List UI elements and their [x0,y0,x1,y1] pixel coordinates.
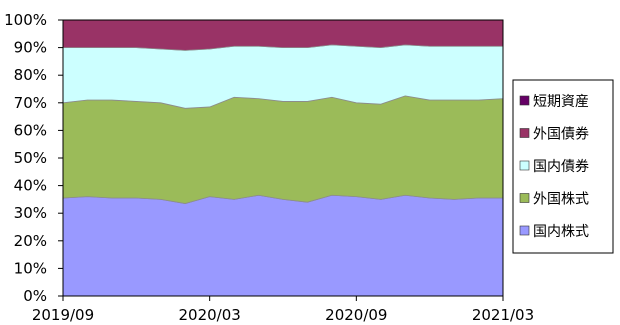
y-tick-label: 90% [14,39,47,57]
area-series-3 [62,19,504,51]
legend-swatch [519,193,530,203]
legend-swatch [519,160,530,171]
y-tick-label: 70% [14,94,47,112]
y-tick-label: 80% [14,66,47,84]
legend-label: 国内株式 [533,224,589,240]
area-series-0 [62,194,504,297]
y-tick-label: 40% [14,177,47,195]
y-tick-label: 60% [14,121,47,139]
y-tick-label: 10% [14,259,47,277]
y-tick-label: 20% [14,232,47,250]
legend-label: 外国債券 [533,127,589,143]
legend-swatch [519,128,530,138]
legend-swatch [519,95,530,106]
x-tick-label: 2019/09 [32,306,94,324]
x-tick-label: 2021/03 [472,306,534,324]
area-series-group [62,19,504,297]
legend-label: 短期資産 [533,94,589,110]
legend-label: 外国株式 [533,192,589,208]
x-tick-label: 2020/03 [179,306,241,324]
area-series-1 [62,95,504,204]
area-series-2 [62,44,504,109]
x-axis: 2019/09 2020/03 2020/09 2021/03 [32,296,534,324]
y-axis: 0% 10% 20% 30% 40% 50% 60% 70% 80% 90% 100% [4,11,63,305]
legend-box [512,79,614,254]
x-tick-label: 2020/09 [325,306,387,324]
y-tick-label: 0% [23,287,47,305]
y-tick-label: 50% [14,149,47,167]
legend-label: 国内債券 [533,159,589,175]
legend-swatch [519,225,530,236]
y-tick-label: 100% [4,11,47,29]
y-tick-label: 30% [14,204,47,222]
